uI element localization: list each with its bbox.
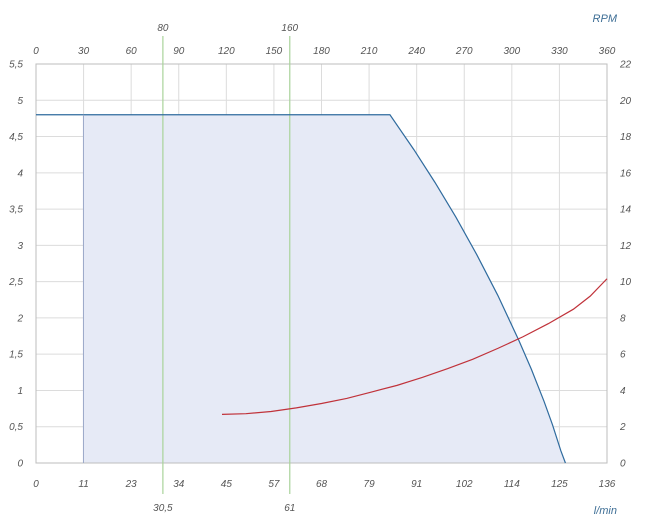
top-tick-label: 90 (173, 46, 185, 57)
bottom-tick-label: 23 (125, 479, 138, 490)
bottom-tick-label: 79 (364, 479, 376, 490)
series-layer (36, 114, 608, 464)
left-tick-label: 0 (17, 459, 23, 470)
top-tick-label: 30 (78, 46, 90, 57)
top-tick-label: 360 (599, 46, 616, 57)
area-layer (83, 114, 566, 464)
bottom-tick-label: 125 (551, 479, 568, 490)
plot-border (35, 63, 608, 464)
left-tick-label: 0,5 (9, 422, 23, 433)
bottom-tick-label: 114 (504, 479, 520, 490)
top-tick-label: 300 (503, 46, 520, 57)
right-tick-label: 4 (620, 386, 626, 397)
bottom-tick-label: 57 (268, 479, 280, 490)
left-tick-label: 4,5 (9, 132, 23, 143)
top-tick-label: 330 (551, 46, 568, 57)
left-tick-label: 2 (16, 313, 23, 324)
right-tick-label: 20 (619, 96, 632, 107)
flow-unit-label: l/min (594, 505, 617, 517)
right-tick-label: 8 (620, 313, 626, 324)
bottom-tick-label: 102 (456, 479, 473, 490)
left-tick-label: 1 (17, 386, 23, 397)
top-tick-label: 270 (455, 46, 473, 57)
right-tick-label: 22 (619, 60, 632, 71)
red-curve (221, 278, 608, 415)
right-tick-label: 0 (620, 459, 626, 470)
bottom-tick-label: 11 (78, 479, 88, 490)
top-tick-label: 60 (126, 46, 138, 57)
marker-layer: 80 30,5 160 61 (153, 23, 298, 514)
right-tick-label: 12 (620, 241, 632, 252)
top-tick-label: 240 (407, 46, 425, 57)
top-tick-label: 180 (313, 46, 330, 57)
right-tick-label: 14 (620, 205, 632, 216)
marker-flow-label: 61 (284, 503, 295, 514)
plot-frame (35, 63, 608, 464)
top-tick-label: 120 (218, 46, 235, 57)
top-tick-label: 150 (266, 46, 283, 57)
bottom-tick-label: 45 (221, 479, 233, 490)
bottom-tick-label: 136 (599, 479, 616, 490)
right-tick-label: 6 (620, 350, 626, 361)
right-tick-label: 16 (620, 168, 632, 179)
left-tick-label: 3,5 (9, 205, 23, 216)
top-tick-label: 210 (360, 46, 378, 57)
bottom-tick-label: 0 (33, 479, 39, 490)
left-tick-label: 2,5 (8, 277, 23, 288)
top-tick-label: 0 (33, 46, 39, 57)
left-tick-label: 1,5 (9, 350, 23, 361)
left-tick-label: 5,5 (9, 60, 23, 71)
right-tick-label: 2 (619, 422, 626, 433)
left-tick-label: 3 (17, 241, 23, 252)
left-tick-label: 5 (17, 96, 23, 107)
right-tick-label: 18 (620, 132, 632, 143)
right-tick-label: 10 (620, 277, 632, 288)
envelope-line (36, 114, 566, 464)
left-tick-label: 4 (17, 168, 23, 179)
rpm-unit-label: RPM (593, 13, 618, 25)
envelope-area (83, 114, 566, 464)
marker-rpm-label: 160 (281, 23, 298, 34)
bottom-tick-label: 34 (173, 479, 185, 490)
bottom-tick-label: 68 (316, 479, 328, 490)
marker-flow-label: 30,5 (153, 503, 173, 514)
bottom-tick-label: 91 (411, 479, 422, 490)
marker-rpm-label: 80 (157, 23, 169, 34)
